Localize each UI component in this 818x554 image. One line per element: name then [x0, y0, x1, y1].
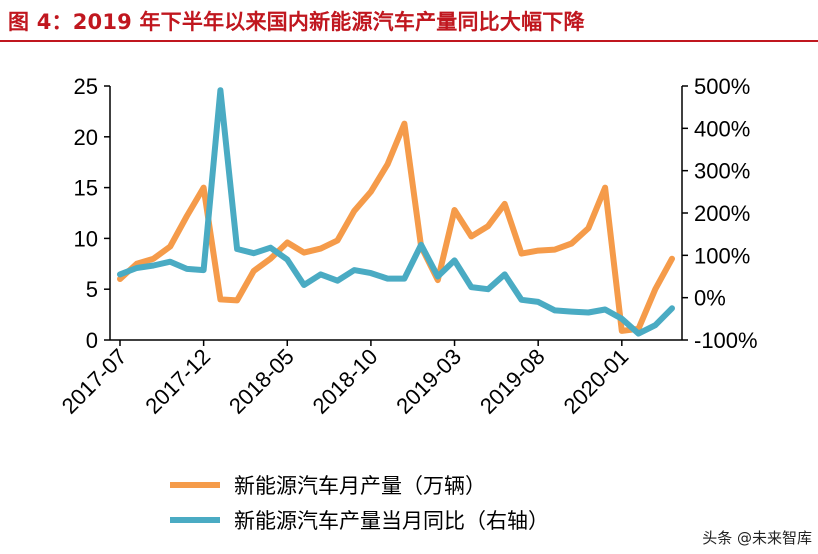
- title-divider: [0, 40, 818, 42]
- x-tick-label: 2019-03: [391, 344, 466, 419]
- legend-label-orange: 新能源汽车月产量（万辆）: [234, 474, 486, 498]
- left-tick-label: 5: [86, 277, 98, 302]
- x-tick-label: 2017-07: [57, 344, 132, 419]
- x-tick-label: 2019-08: [475, 344, 550, 419]
- x-tick-label: 2018-10: [308, 344, 383, 419]
- series-line-orange: [117, 120, 675, 334]
- left-tick-label: 10: [74, 226, 98, 251]
- x-tick-label: 2018-05: [224, 344, 299, 419]
- right-tick-label: 300%: [694, 159, 750, 184]
- right-tick-label: 100%: [694, 243, 750, 268]
- right-tick-label: 500%: [694, 74, 750, 99]
- series-lines: [117, 87, 675, 337]
- right-tick-label: 400%: [694, 116, 750, 141]
- right-tick-label: -100%: [694, 328, 758, 353]
- x-tick-label: 2020-01: [559, 344, 634, 419]
- right-tick-label: 0%: [694, 286, 726, 311]
- left-tick-label: 25: [74, 74, 98, 99]
- left-tick-label: 20: [74, 125, 98, 150]
- chart-title: 图 4：2019 年下半年以来国内新能源汽车产量同比大幅下降: [8, 10, 585, 34]
- series-line-teal: [117, 87, 675, 337]
- left-tick-label: 15: [74, 176, 98, 201]
- right-tick-label: 200%: [694, 201, 750, 226]
- watermark: 头条 @未来智库: [702, 529, 812, 547]
- legend-label-teal: 新能源汽车产量当月同比（右轴）: [234, 509, 549, 533]
- left-tick-label: 0: [86, 328, 98, 353]
- legend: 新能源汽车月产量（万辆） 新能源汽车产量当月同比（右轴）: [170, 474, 549, 533]
- x-tick-label: 2017-12: [140, 344, 215, 419]
